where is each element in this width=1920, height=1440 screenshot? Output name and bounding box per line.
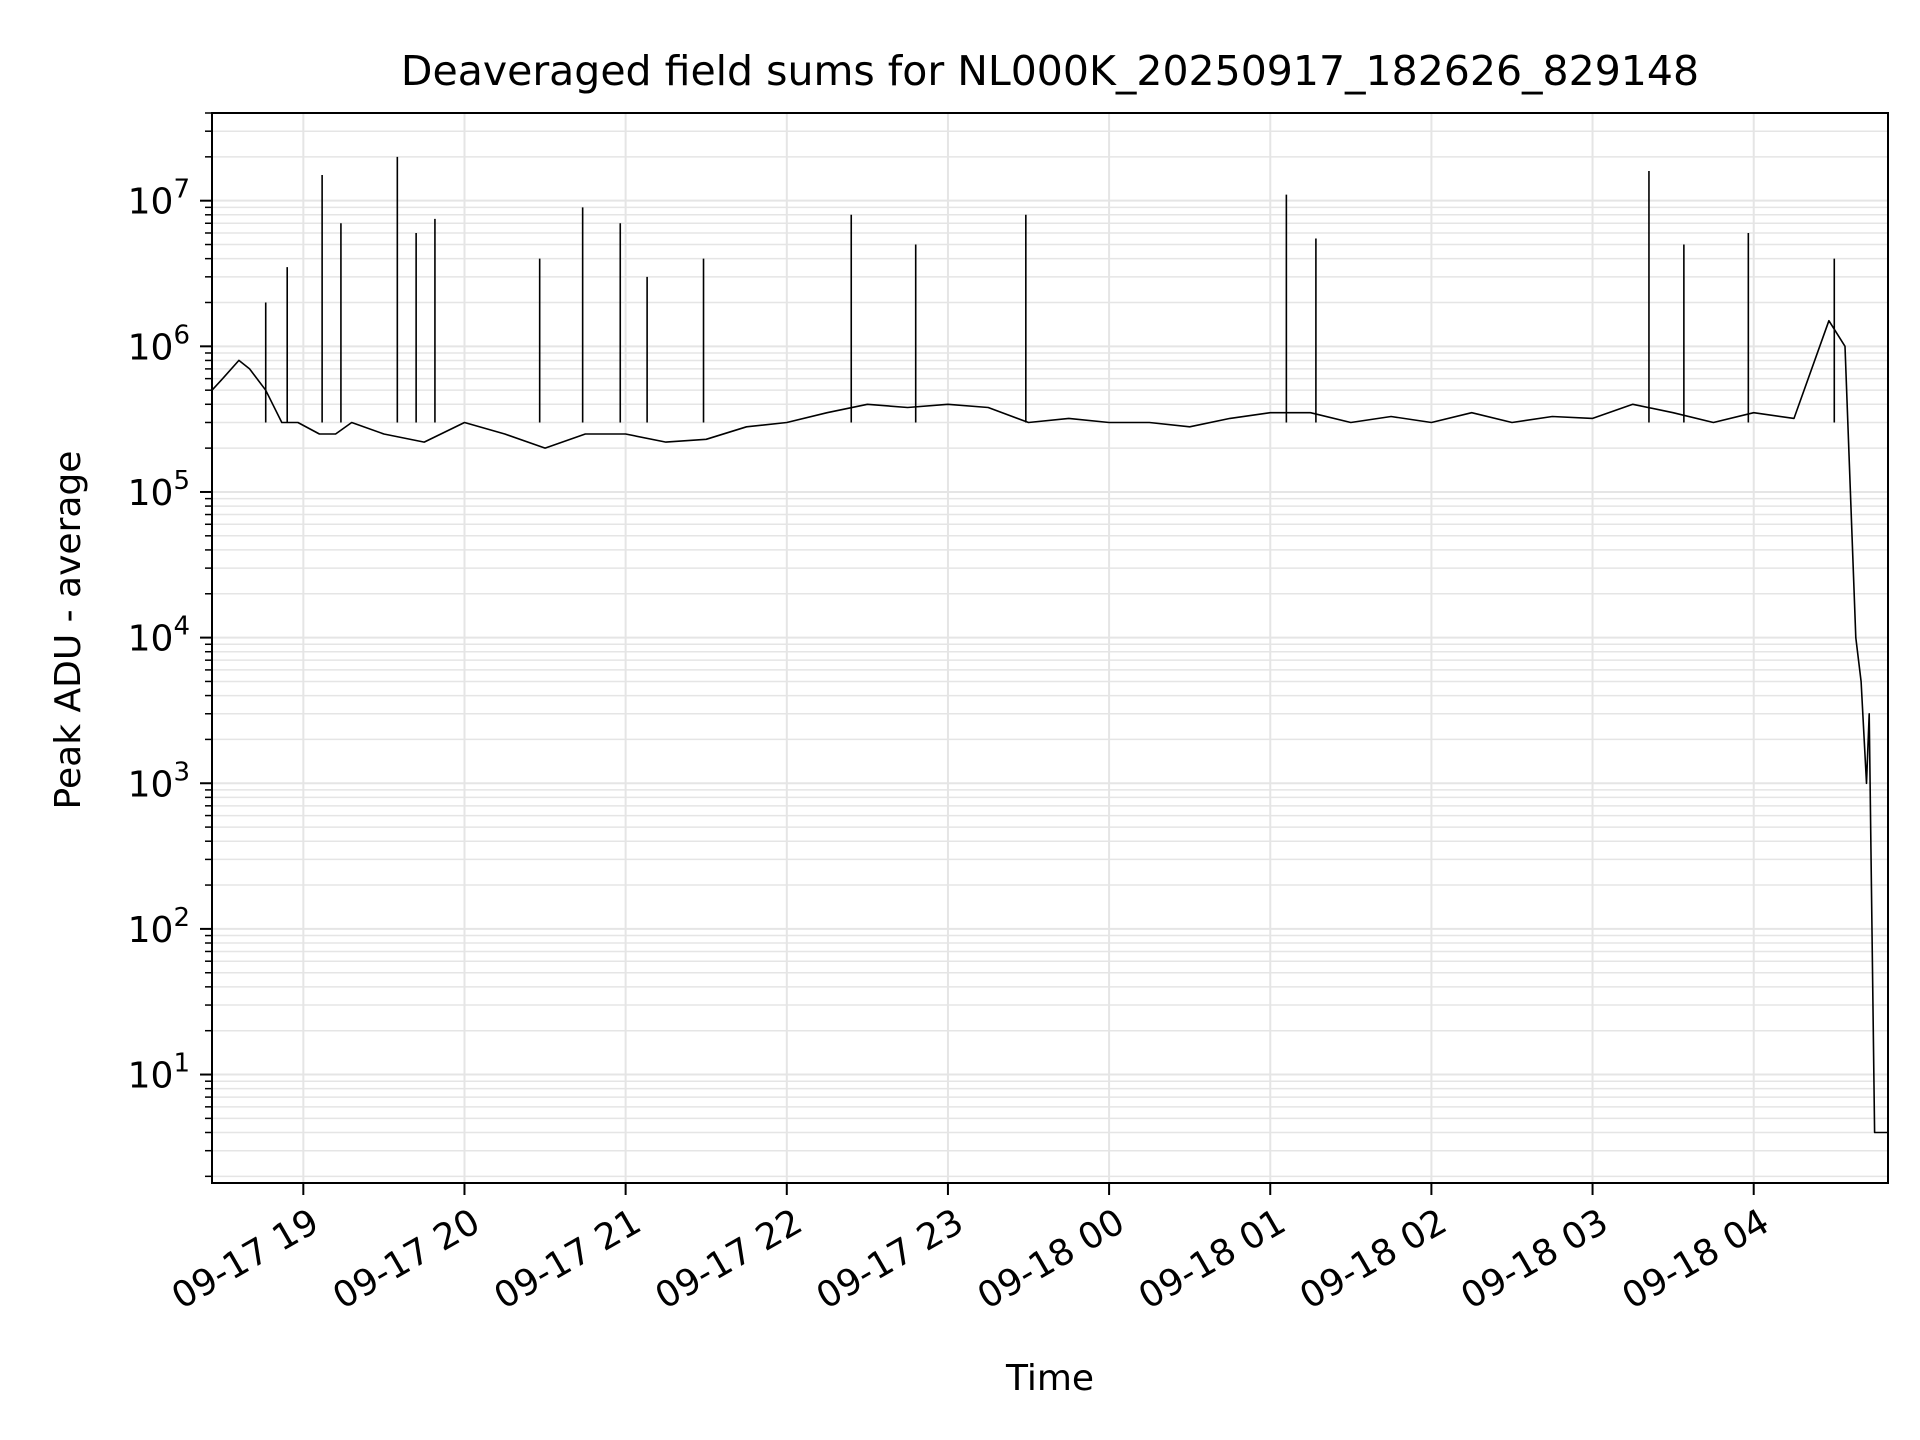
minor-gridlines bbox=[212, 112, 1888, 1178]
axes-frame bbox=[211, 112, 1889, 1184]
data-series bbox=[211, 156, 1888, 1134]
y-tick-label: 105 bbox=[128, 466, 190, 514]
chart-title: Deaveraged field sums for NL000K_2025091… bbox=[401, 47, 1699, 95]
y-tick-label: 106 bbox=[128, 320, 190, 368]
series-line bbox=[211, 319, 1888, 1134]
y-tick-label: 104 bbox=[128, 612, 190, 660]
y-axis-ticks: 101 102 103 104 105 106 107 bbox=[128, 112, 212, 1178]
y-axis-label: Peak ADU - average bbox=[48, 451, 89, 810]
y-tick-label: 101 bbox=[128, 1049, 190, 1097]
major-gridlines bbox=[212, 113, 1888, 1183]
y-tick-label: 103 bbox=[128, 757, 190, 805]
y-tick-label: 107 bbox=[128, 175, 190, 223]
y-tick-label: 102 bbox=[128, 903, 190, 951]
x-axis-label: Time bbox=[1005, 1358, 1094, 1399]
